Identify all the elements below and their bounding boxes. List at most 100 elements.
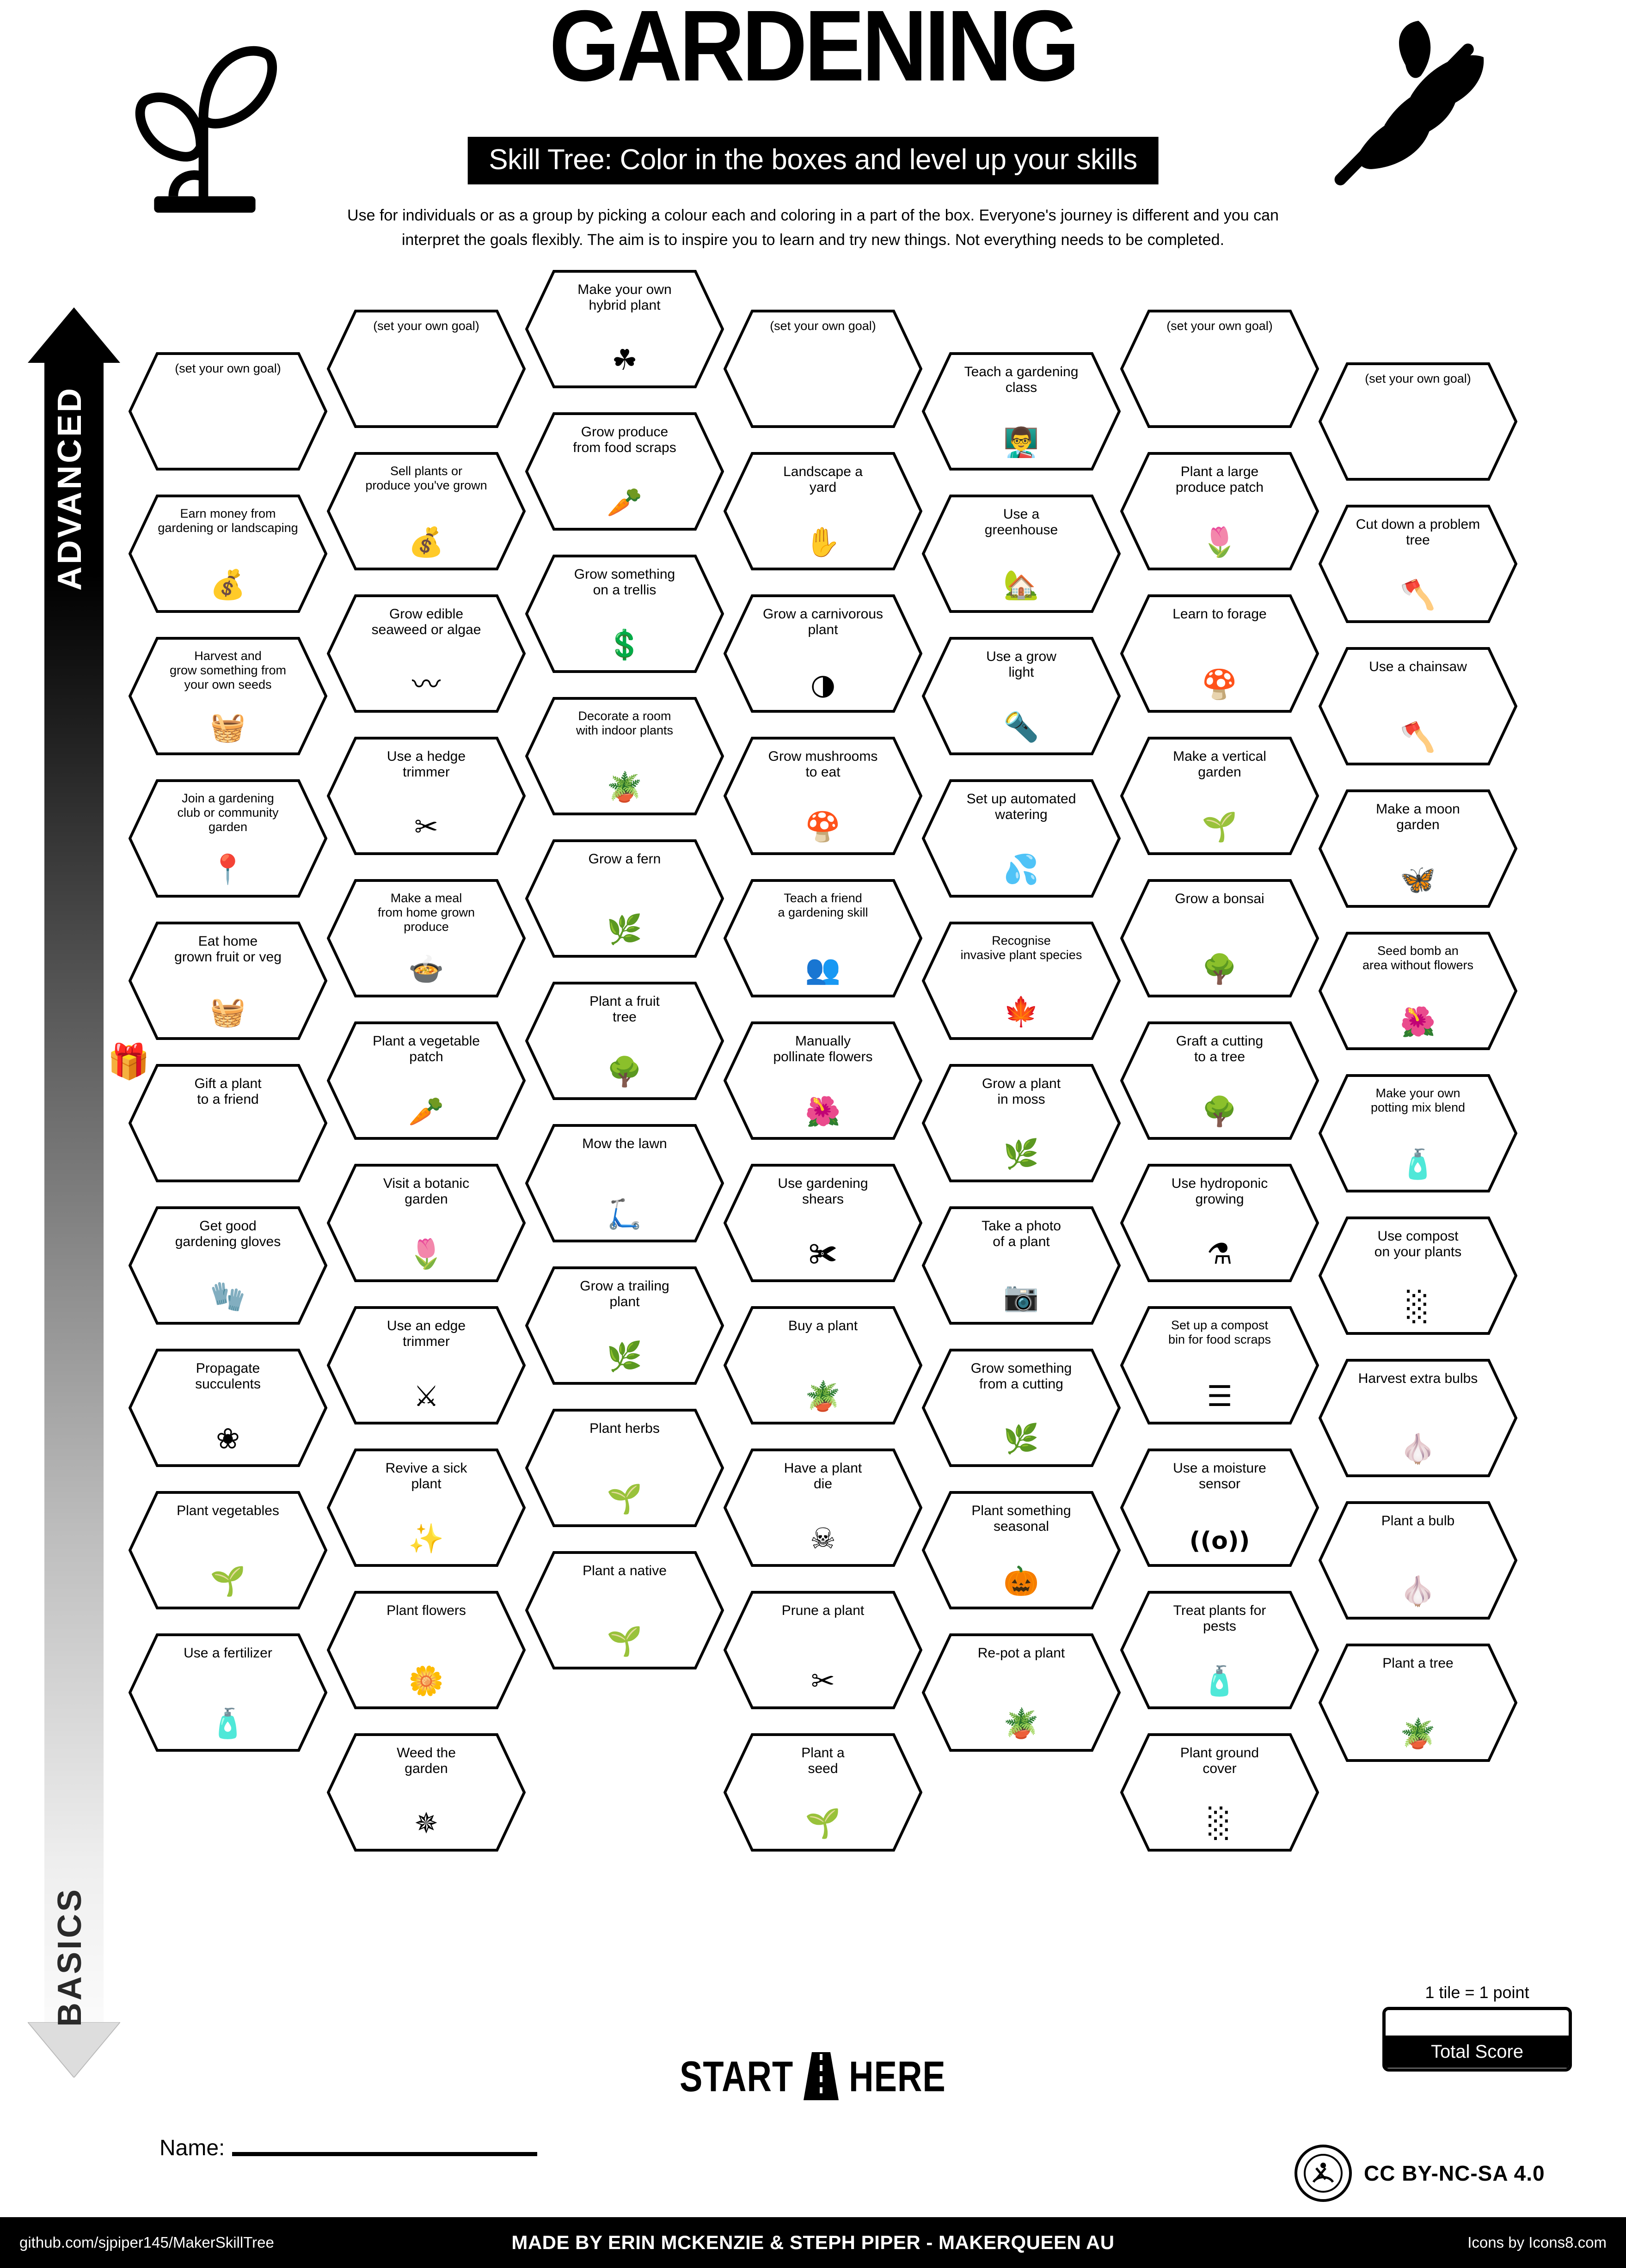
skill-tile[interactable]: Visit a botanic garden 🌷 (327, 1164, 526, 1282)
skill-tile[interactable]: Use a hedge trimmer ✂ (327, 737, 526, 855)
total-score-box[interactable]: Total Score (1382, 2007, 1572, 2072)
skill-tile[interactable]: Grow edible seaweed or algae 〰 (327, 594, 526, 713)
skill-tile[interactable]: (set your own goal) (327, 310, 526, 428)
skill-tile[interactable]: Propagate succulents ❀ (129, 1349, 327, 1467)
skill-tile[interactable]: (set your own goal) (1319, 362, 1517, 481)
skill-tile[interactable]: Grow something from a cutting 🌿 (922, 1349, 1121, 1467)
skill-tile[interactable]: Weed the garden ✵ (327, 1733, 526, 1852)
skill-tile[interactable]: Make your own hybrid plant ☘ (525, 270, 724, 388)
skill-tile[interactable]: Use an edge trimmer ⚔ (327, 1306, 526, 1424)
footer-icon-credit[interactable]: Icons by Icons8.com (1467, 2234, 1607, 2251)
hex-outline (724, 452, 922, 570)
skill-tile[interactable]: Grow a plant in moss 🌿 (922, 1064, 1121, 1182)
skill-tile[interactable]: Treat plants for pests 🧴 (1120, 1591, 1319, 1709)
skill-tile[interactable]: Plant a bulb 🧄 (1319, 1501, 1517, 1620)
skill-tile[interactable]: Harvest extra bulbs 🧄 (1319, 1359, 1517, 1477)
pumpkin-icon: 🎃 (1003, 1564, 1039, 1598)
skill-tile[interactable]: Plant something seasonal 🎃 (922, 1491, 1121, 1609)
skill-tile[interactable]: Use a greenhouse 🏡 (922, 495, 1121, 613)
skill-tile[interactable]: Revive a sick plant ✨ (327, 1449, 526, 1567)
skill-tile[interactable]: Use gardening shears ✀ (724, 1164, 922, 1282)
skill-tile[interactable]: Use a moisture sensor ((o)) (1120, 1449, 1319, 1567)
ground-cover-icon: ░ (1209, 1806, 1231, 1840)
hex-outline (922, 352, 1121, 471)
skill-tile[interactable]: Grow a trailing plant 🌿 (525, 1266, 724, 1385)
name-input-line[interactable] (232, 2152, 538, 2156)
skill-tile[interactable]: Prune a plant ✂ (724, 1591, 922, 1709)
skill-tile[interactable]: Make a moon garden 🦋 (1319, 789, 1517, 908)
skill-tile[interactable]: Use a chainsaw 🪓 (1319, 647, 1517, 765)
skill-tile[interactable]: Plant a vegetable patch 🥕 (327, 1021, 526, 1140)
skill-tile[interactable]: Landscape a yard ✋ (724, 452, 922, 570)
skill-tile[interactable]: Eat home grown fruit or veg 🧺 (129, 922, 327, 1040)
skill-tile[interactable]: Harvest and grow something from your own… (129, 637, 327, 755)
skill-tile[interactable]: Plant a fruit tree 🌳 (525, 982, 724, 1100)
footer-repo-link[interactable]: github.com/sjpiper145/MakerSkillTree (19, 2234, 274, 2251)
skill-tile-label: Harvest and grow something from your own… (169, 649, 287, 691)
skill-tile[interactable]: (set your own goal) (1120, 310, 1319, 428)
skill-tile[interactable]: Make a meal from home grown produce 🍲 (327, 879, 526, 997)
skill-tile[interactable]: Plant a native 🌱 (525, 1551, 724, 1669)
skill-tile[interactable]: Decorate a room with indoor plants 🪴 (525, 697, 724, 815)
skill-tile[interactable]: Plant a large produce patch 🌷 (1120, 452, 1319, 570)
skill-tile[interactable]: Grow produce from food scraps 🥕 (525, 412, 724, 531)
skill-tile-label: Plant a vegetable patch (373, 1033, 480, 1065)
skill-tile[interactable]: Use a fertilizer 🧴 (129, 1633, 327, 1752)
name-field-row[interactable]: Name: (160, 2135, 538, 2161)
skill-tile[interactable]: Plant vegetables 🌱 (129, 1491, 327, 1609)
skill-tile[interactable]: Use hydroponic growing ⚗ (1120, 1164, 1319, 1282)
skill-tile[interactable]: Get good gardening gloves 🧤 (129, 1206, 327, 1325)
skill-tile[interactable]: Plant ground cover ░ (1120, 1733, 1319, 1852)
skill-tile[interactable]: Earn money from gardening or landscaping… (129, 495, 327, 613)
hex-outline (922, 922, 1121, 1040)
hex-outline (525, 1124, 724, 1242)
skill-tile[interactable]: Grow something on a trellis 💲 (525, 555, 724, 673)
skill-tile-label: Teach a gardening class (964, 364, 1079, 396)
skill-tile[interactable]: Plant a seed 🌱 (724, 1733, 922, 1852)
pest-spray-icon: 🧴 (1202, 1664, 1238, 1698)
potting-mix-icon: 🧴 (1400, 1147, 1436, 1181)
skill-tile[interactable]: Join a gardening club or community garde… (129, 779, 327, 898)
skill-tile[interactable]: Grow a fern 🌿 (525, 839, 724, 958)
hex-outline (1120, 1591, 1319, 1709)
skill-tile[interactable]: Re-pot a plant 🪴 (922, 1633, 1121, 1752)
hex-outline (1120, 594, 1319, 713)
skill-tile[interactable]: Grow a carnivorous plant ◑ (724, 594, 922, 713)
skill-tile[interactable]: Set up a compost bin for food scraps ☰ (1120, 1306, 1319, 1424)
score-entry-area[interactable] (1386, 2010, 1569, 2036)
skill-tile[interactable]: Grow a bonsai 🌳 (1120, 879, 1319, 997)
skill-tile-label: Get good gardening gloves (175, 1218, 281, 1250)
skill-tile-label: Plant a seed (801, 1745, 845, 1777)
skill-tile[interactable]: Use compost on your plants ░ (1319, 1217, 1517, 1335)
skill-tile[interactable]: 🎁 Gift a plant to a friend (107, 1045, 327, 1182)
skill-tile[interactable]: Plant flowers 🌼 (327, 1591, 526, 1709)
hex-outline (1319, 1644, 1517, 1762)
skill-tile[interactable]: Recognise invasive plant species 🍁 (922, 922, 1121, 1040)
skill-tile[interactable]: Make a vertical garden 🌱 (1120, 737, 1319, 855)
fertilizer-bag-icon: 🧴 (210, 1706, 246, 1740)
skill-tile[interactable]: Grow mushrooms to eat 🍄 (724, 737, 922, 855)
skill-tile[interactable]: Seed bomb an area without flowers 🌺 (1319, 932, 1517, 1050)
skill-tile[interactable]: Buy a plant 🪴 (724, 1306, 922, 1424)
skill-tile[interactable]: Plant herbs 🌱 (525, 1409, 724, 1527)
skill-tile[interactable]: Have a plant die ☠ (724, 1449, 922, 1567)
skill-tile[interactable]: Use a grow light 🔦 (922, 637, 1121, 755)
skill-tile[interactable]: Plant a tree 🪴 (1319, 1644, 1517, 1762)
potted-plant-icon: 🪴 (805, 1379, 841, 1413)
skill-tile[interactable]: Take a photo of a plant 📷 (922, 1206, 1121, 1325)
skill-tile[interactable]: Cut down a problem tree 🪓 (1319, 505, 1517, 623)
skill-tile-label: Mow the lawn (582, 1136, 667, 1151)
dead-plant-icon: ☠ (810, 1522, 836, 1555)
skill-tile[interactable]: Graft a cutting to a tree 🌳 (1120, 1021, 1319, 1140)
skill-tile[interactable]: Learn to forage 🍄 (1120, 594, 1319, 713)
skill-tile[interactable]: Teach a gardening class 👨‍🏫 (922, 352, 1121, 471)
skill-tile[interactable]: (set your own goal) (129, 352, 327, 471)
skill-tile[interactable]: Set up automated watering 💦 (922, 779, 1121, 898)
skill-tile[interactable]: Sell plants or produce you've grown 💰 (327, 452, 526, 570)
skill-tile[interactable]: (set your own goal) (724, 310, 922, 428)
skill-tile[interactable]: Make your own potting mix blend 🧴 (1319, 1074, 1517, 1192)
skill-tile[interactable]: Mow the lawn 🛴 (525, 1124, 724, 1242)
edge-trimmer-icon: ⚔ (413, 1379, 439, 1413)
skill-tile[interactable]: Manually pollinate flowers 🌺 (724, 1021, 922, 1140)
skill-tile[interactable]: Teach a friend a gardening skill 👥 (724, 879, 922, 997)
